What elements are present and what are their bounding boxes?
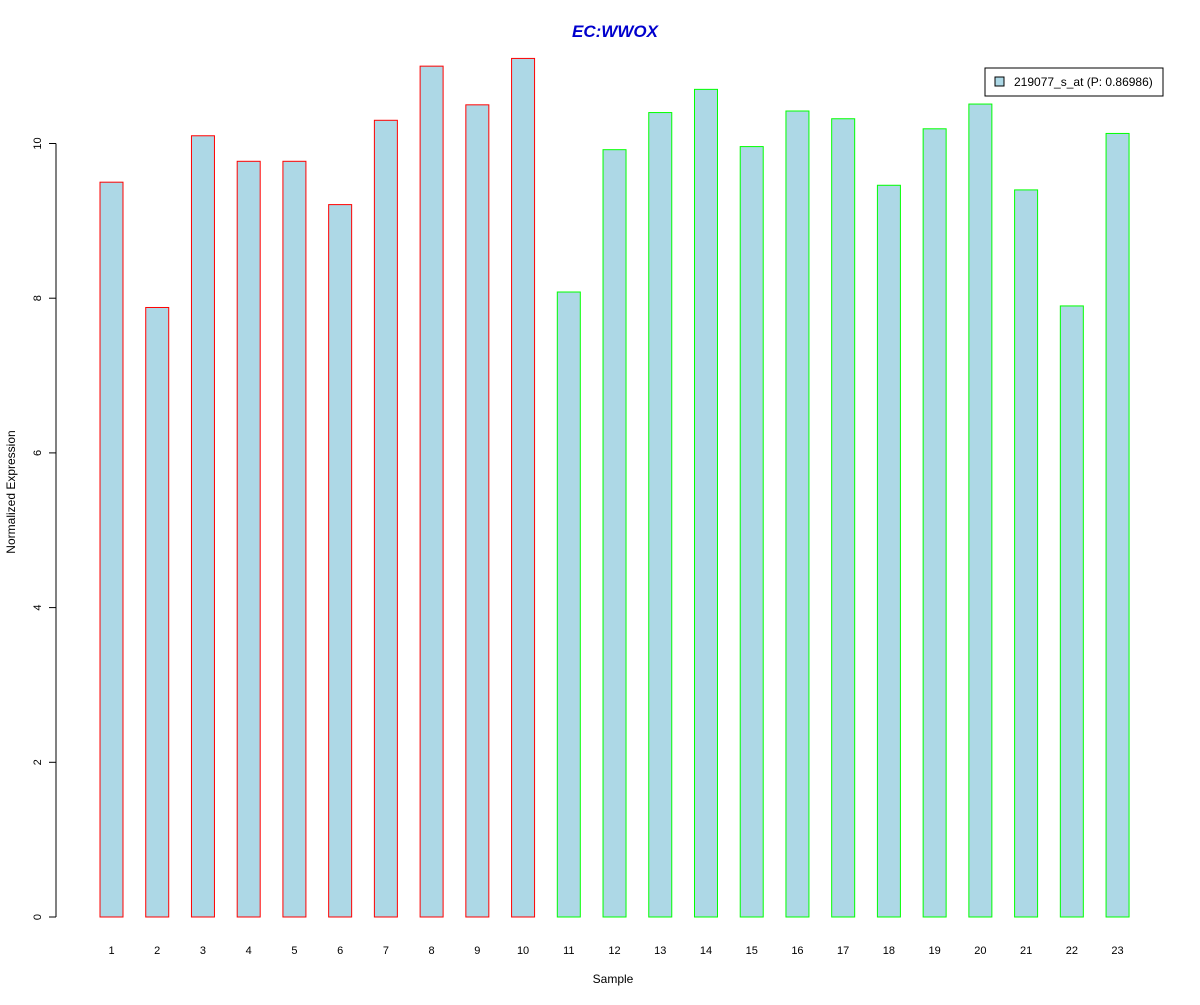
bar-sample-19 — [922, 128, 947, 918]
x-tick-label: 22 — [1066, 945, 1078, 957]
x-tick-label: 12 — [608, 945, 620, 957]
x-tick-label: 20 — [974, 945, 986, 957]
x-tick-label: 8 — [429, 945, 435, 957]
bar-sample-5 — [282, 160, 307, 918]
y-tick-label: 6 — [32, 450, 44, 456]
bar-sample-20 — [968, 103, 993, 918]
bar-sample-18 — [876, 184, 901, 918]
y-tick-label: 4 — [32, 605, 44, 611]
x-tick-label: 1 — [108, 945, 114, 957]
x-tick-labels: 1 2 3 4 5 6 7 8 9 10 11 12 13 14 15 16 17 18 19 20 21 22 23 — [108, 945, 1123, 957]
x-tick-label: 15 — [746, 945, 758, 957]
y-axis-label: Normalized Expression — [4, 430, 18, 553]
x-tick-label: 18 — [883, 945, 895, 957]
bar-sample-4 — [236, 160, 261, 918]
x-tick-label: 14 — [700, 945, 712, 957]
x-tick-label: 9 — [474, 945, 480, 957]
x-tick-label: 4 — [246, 945, 252, 957]
legend-swatch — [994, 76, 1005, 87]
x-tick-label: 2 — [154, 945, 160, 957]
y-tick-label: 8 — [32, 295, 44, 301]
x-tick-label: 5 — [291, 945, 297, 957]
bar-sample-7 — [373, 119, 398, 918]
legend: 219077_s_at (P: 0.86986) — [984, 67, 1164, 97]
bars-group — [99, 57, 1130, 918]
bar-sample-12 — [602, 149, 627, 918]
x-tick-label: 13 — [654, 945, 666, 957]
x-tick-label: 11 — [563, 945, 574, 957]
x-tick-label: 23 — [1111, 945, 1123, 957]
x-tick-label: 10 — [517, 945, 529, 957]
x-tick-label: 19 — [929, 945, 941, 957]
bar-sample-10 — [511, 57, 536, 918]
bar-sample-23 — [1105, 132, 1130, 918]
bar-sample-8 — [419, 65, 444, 918]
bar-sample-16 — [785, 110, 810, 918]
bar-sample-22 — [1059, 305, 1084, 918]
bar-sample-6 — [328, 204, 353, 918]
x-tick-label: 3 — [200, 945, 206, 957]
x-axis-label: Sample — [593, 972, 634, 986]
y-tick-label: 2 — [32, 759, 44, 765]
x-tick-label: 16 — [791, 945, 803, 957]
chart-title: EC:WWOX — [572, 22, 660, 41]
y-axis: 0 2 4 6 8 10 — [32, 137, 57, 920]
bar-sample-13 — [648, 112, 673, 918]
x-tick-label: 17 — [837, 945, 849, 957]
y-tick-label: 10 — [32, 137, 44, 149]
bar-sample-15 — [739, 146, 764, 918]
bar-sample-2 — [145, 306, 170, 918]
legend-label: 219077_s_at (P: 0.86986) — [1014, 75, 1153, 89]
x-tick-label: 7 — [383, 945, 389, 957]
bar-sample-11 — [556, 291, 581, 918]
bar-sample-17 — [831, 118, 856, 918]
bar-sample-21 — [1014, 189, 1039, 918]
x-tick-label: 21 — [1020, 945, 1032, 957]
bar-sample-3 — [190, 135, 215, 918]
legend-box — [984, 67, 1164, 97]
bar-sample-1 — [99, 181, 124, 918]
x-tick-label: 6 — [337, 945, 343, 957]
y-tick-label: 0 — [32, 914, 44, 920]
bar-sample-9 — [465, 104, 490, 918]
bar-sample-14 — [693, 88, 718, 918]
